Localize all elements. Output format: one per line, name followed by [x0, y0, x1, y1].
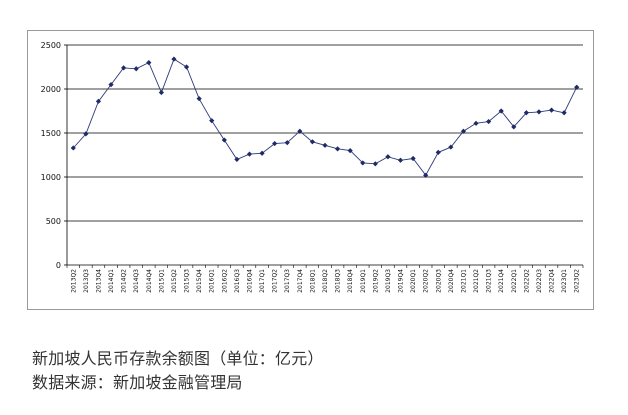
data-point — [498, 108, 504, 114]
x-tick-label: 2019Q2 — [372, 269, 379, 293]
x-tick-label: 2017Q4 — [297, 269, 304, 293]
x-tick-label: 2015Q1 — [158, 269, 165, 293]
gridlines — [67, 44, 583, 222]
data-point — [347, 148, 353, 154]
data-point — [246, 151, 253, 157]
y-tick-label: 0 — [56, 261, 61, 270]
data-point — [410, 155, 416, 162]
y-tick-label: 2500 — [41, 41, 61, 50]
data-point — [460, 128, 467, 134]
data-point — [486, 118, 492, 125]
data-point — [372, 161, 378, 167]
x-tick-label: 2022Q4 — [549, 269, 556, 293]
data-point — [234, 156, 240, 162]
x-tick-label: 2021Q3 — [486, 269, 493, 293]
series-line — [72, 58, 578, 177]
series-deposit-balance — [70, 56, 580, 178]
x-tick-label: 2018Q2 — [322, 269, 329, 293]
x-tick-label: 2020Q3 — [435, 269, 442, 293]
x-tick-label: 2013Q3 — [83, 269, 90, 293]
data-point — [121, 65, 127, 71]
data-point — [171, 56, 177, 62]
data-point — [435, 149, 441, 155]
x-tick-label: 2014Q2 — [121, 269, 128, 293]
y-tick-label: 500 — [46, 217, 61, 226]
data-point — [146, 60, 152, 66]
data-point — [473, 120, 479, 126]
x-tick-label: 2016Q2 — [221, 269, 228, 293]
x-tick-label: 2017Q3 — [284, 269, 291, 293]
x-tick-label: 2023Q2 — [574, 269, 581, 293]
data-point — [183, 64, 190, 70]
x-tick-label: 2018Q1 — [309, 269, 316, 293]
data-point — [196, 96, 202, 102]
y-axis: 0 500 1000 1500 2000 2500 — [41, 41, 68, 270]
chart-caption-source: 数据来源：新加坡金融管理局 — [32, 373, 243, 392]
x-tick-label: 2021Q2 — [473, 269, 480, 293]
x-tick-label: 2020Q4 — [448, 269, 455, 293]
data-point — [360, 160, 366, 166]
x-tick-label: 2022Q3 — [536, 269, 543, 293]
x-tick-label: 2020Q1 — [410, 269, 417, 293]
data-point — [523, 110, 529, 116]
x-tick-label: 2016Q3 — [234, 269, 241, 293]
data-point — [536, 109, 542, 115]
data-point — [561, 110, 567, 116]
data-point — [297, 128, 303, 134]
y-tick-label: 1500 — [41, 129, 61, 138]
x-tick-label: 2016Q1 — [209, 269, 216, 293]
x-tick-label: 2014Q3 — [133, 269, 140, 293]
data-point — [158, 89, 164, 96]
data-point — [548, 107, 555, 113]
x-tick-label: 2021Q1 — [460, 269, 467, 293]
chart-frame — [27, 30, 594, 310]
x-tick-label: 2016Q4 — [246, 269, 253, 293]
x-tick-label: 2022Q1 — [511, 269, 518, 293]
x-tick-label: 2014Q4 — [146, 269, 153, 293]
x-tick-label: 2014Q1 — [108, 269, 115, 293]
data-point — [133, 66, 139, 72]
x-tick-label: 2023Q1 — [561, 269, 568, 293]
x-tick-label: 2017Q1 — [259, 269, 266, 293]
x-tick-label: 2013Q4 — [95, 269, 102, 293]
data-point — [108, 82, 114, 88]
x-tick-label: 2019Q4 — [398, 269, 405, 293]
data-point — [259, 150, 265, 156]
data-point — [83, 131, 89, 137]
x-tick-label: 2015Q2 — [171, 269, 178, 293]
x-tick-label: 2019Q1 — [360, 269, 367, 293]
data-point — [423, 172, 429, 178]
data-point — [95, 98, 102, 104]
x-tick-label: 2020Q2 — [423, 269, 430, 293]
x-tick-label: 2021Q4 — [498, 269, 505, 293]
x-tick-label: 2017Q2 — [272, 269, 279, 293]
data-point — [334, 146, 341, 152]
chart-caption-title: 新加坡人民币存款余额图（单位：亿元） — [32, 349, 324, 368]
x-tick-label: 2019Q3 — [385, 269, 392, 293]
data-point — [209, 118, 215, 124]
data-point — [309, 139, 316, 145]
data-point — [272, 140, 278, 147]
y-tick-label: 1000 — [41, 173, 61, 182]
y-tick-label: 2000 — [41, 85, 61, 94]
x-tick-label: 2018Q4 — [347, 269, 354, 293]
data-point — [511, 124, 517, 130]
data-point — [385, 154, 391, 160]
data-point — [70, 145, 76, 151]
data-point — [322, 142, 328, 148]
x-tick-label: 2022Q2 — [523, 269, 530, 293]
x-tick-label: 2018Q3 — [335, 269, 342, 293]
x-tick-label: 2015Q3 — [184, 269, 191, 293]
x-tick-label: 2013Q2 — [70, 269, 77, 293]
data-point — [574, 84, 580, 90]
data-point — [448, 144, 454, 150]
data-point — [397, 157, 404, 163]
data-point — [284, 140, 290, 146]
x-tick-label: 2015Q4 — [196, 269, 203, 293]
data-point — [221, 137, 227, 143]
x-axis: 2013Q2 2013Q3 2013Q4 2014Q1 2014Q2 2014Q3 2014… — [66, 264, 584, 293]
